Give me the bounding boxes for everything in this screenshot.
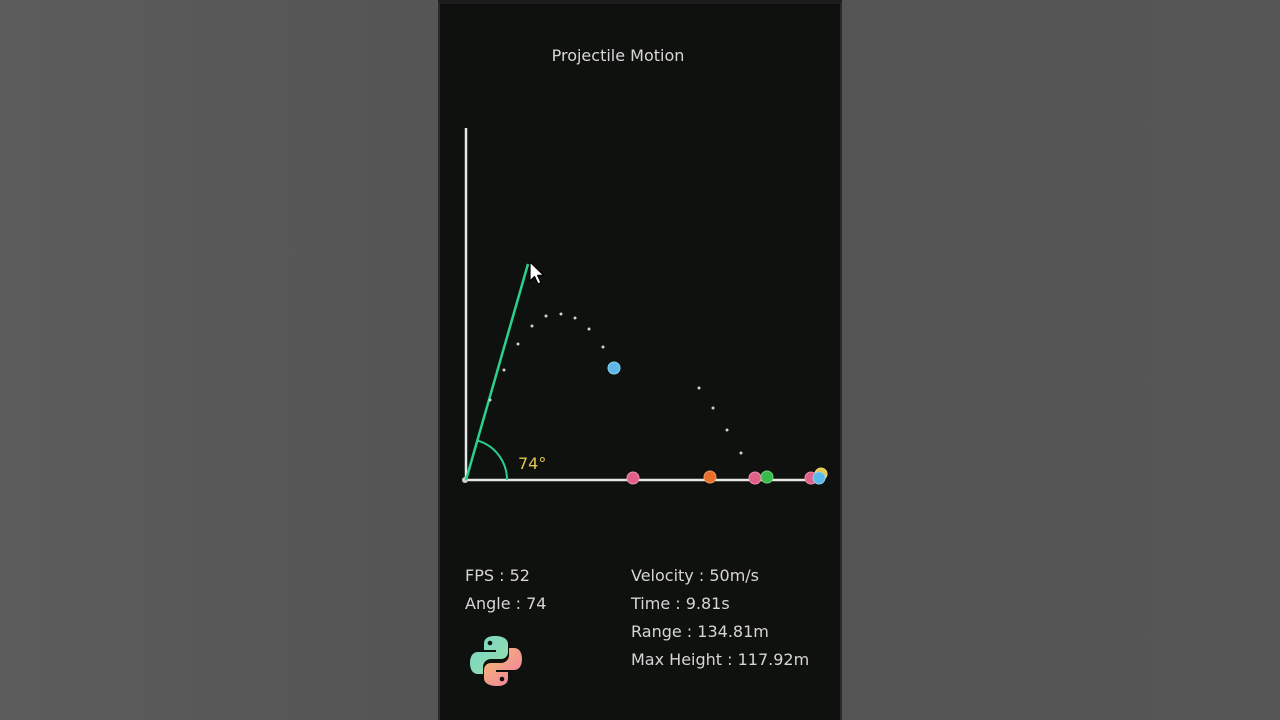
angle-arc bbox=[477, 439, 509, 481]
angle-label: 74° bbox=[518, 454, 546, 473]
time-readout: Time : 9.81s bbox=[631, 594, 730, 613]
trail-dot bbox=[587, 327, 591, 331]
window-title: Projectile Motion bbox=[551, 46, 685, 65]
trail-dot bbox=[502, 368, 506, 372]
launcher-line[interactable] bbox=[464, 263, 530, 481]
trail-dot bbox=[573, 316, 577, 320]
game-window[interactable] bbox=[438, 0, 842, 720]
angle-readout: Angle : 74 bbox=[465, 594, 547, 613]
trail-dot bbox=[516, 342, 520, 346]
python-logo-icon bbox=[470, 636, 522, 686]
arrow-cursor-icon bbox=[529, 261, 545, 285]
landed-ball bbox=[812, 471, 826, 485]
landed-ball bbox=[748, 471, 762, 485]
trail-dot bbox=[544, 314, 548, 318]
max-height-readout: Max Height : 117.92m bbox=[631, 650, 810, 669]
fps-readout: FPS : 52 bbox=[465, 566, 530, 585]
landed-ball bbox=[703, 470, 717, 484]
landed-ball bbox=[626, 471, 640, 485]
trail-dot bbox=[559, 312, 563, 316]
trajectory-trail bbox=[488, 312, 743, 455]
trail-dot bbox=[711, 406, 715, 410]
trail-dot bbox=[488, 398, 492, 402]
projectile-ball bbox=[607, 361, 621, 375]
trail-dot bbox=[697, 386, 701, 390]
trail-dot bbox=[601, 345, 605, 349]
landed-balls bbox=[626, 467, 828, 485]
landed-ball bbox=[760, 470, 774, 484]
trail-dot bbox=[739, 451, 743, 455]
range-readout: Range : 134.81m bbox=[631, 622, 769, 641]
trail-dot bbox=[725, 428, 729, 432]
trail-dot bbox=[530, 324, 534, 328]
velocity-readout: Velocity : 50m/s bbox=[631, 566, 759, 585]
